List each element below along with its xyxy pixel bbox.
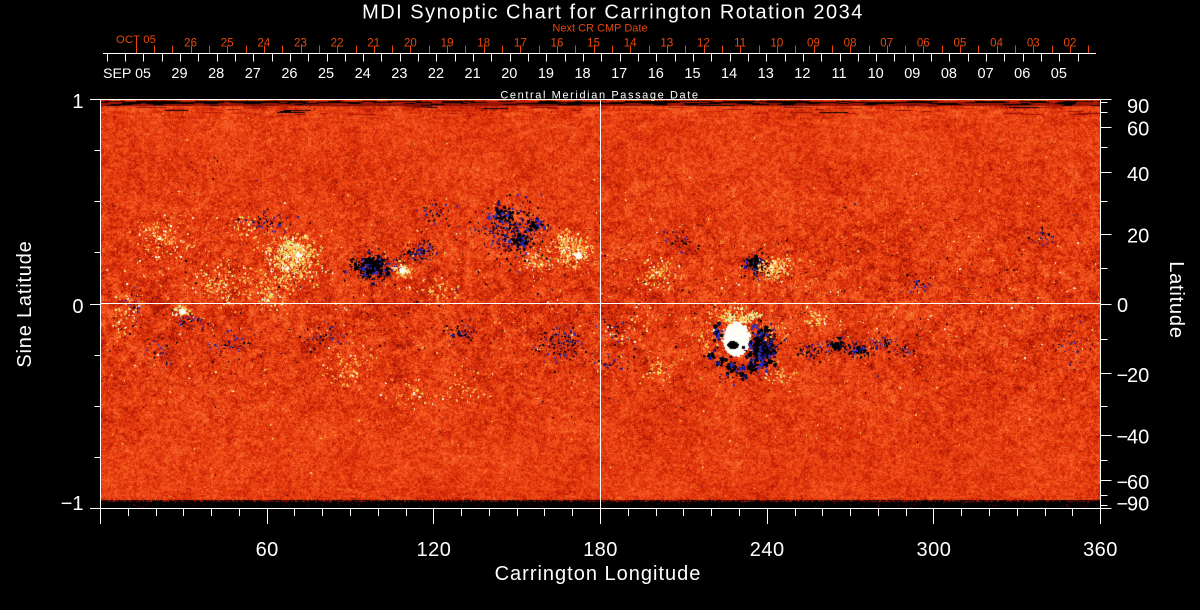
svg-text:21: 21	[367, 38, 380, 50]
svg-text:04: 04	[990, 38, 1003, 50]
svg-text:14: 14	[624, 38, 637, 50]
svg-text:07: 07	[978, 66, 994, 82]
svg-text:Next CR CMP Date: Next CR CMP Date	[552, 23, 647, 35]
svg-text:−: −	[1117, 365, 1129, 387]
svg-text:20: 20	[404, 38, 417, 50]
svg-text:40: 40	[1127, 426, 1149, 448]
svg-text:1: 1	[72, 91, 83, 113]
svg-text:12: 12	[794, 66, 810, 82]
svg-text:−: −	[1117, 426, 1129, 448]
svg-text:26: 26	[281, 66, 297, 82]
svg-text:05: 05	[1051, 66, 1067, 82]
svg-text:10: 10	[868, 66, 884, 82]
svg-text:Sine Latitude: Sine Latitude	[14, 240, 36, 367]
svg-text:18: 18	[574, 66, 590, 82]
svg-text:−1: −1	[61, 493, 84, 515]
svg-text:−: −	[1117, 494, 1129, 516]
svg-text:15: 15	[587, 38, 600, 50]
svg-text:300: 300	[916, 539, 951, 561]
svg-text:22: 22	[331, 38, 344, 50]
svg-text:180: 180	[583, 539, 618, 561]
svg-text:25: 25	[318, 66, 334, 82]
svg-text:24: 24	[355, 66, 371, 82]
svg-text:20: 20	[1127, 225, 1149, 247]
svg-text:17: 17	[611, 66, 627, 82]
svg-text:23: 23	[294, 38, 307, 50]
svg-text:06: 06	[917, 38, 930, 50]
svg-text:28: 28	[208, 66, 224, 82]
svg-text:90: 90	[1127, 96, 1149, 118]
svg-text:25: 25	[221, 38, 234, 50]
svg-text:Latitude: Latitude	[1165, 261, 1187, 339]
svg-text:07: 07	[880, 38, 893, 50]
svg-text:13: 13	[660, 38, 673, 50]
svg-text:18: 18	[477, 38, 490, 50]
svg-text:09: 09	[904, 66, 920, 82]
svg-text:360: 360	[1083, 539, 1118, 561]
svg-text:23: 23	[391, 66, 407, 82]
svg-text:240: 240	[750, 539, 785, 561]
svg-text:03: 03	[1027, 38, 1040, 50]
svg-text:13: 13	[758, 66, 774, 82]
svg-text:Carrington Longitude: Carrington Longitude	[495, 563, 702, 585]
svg-text:02: 02	[1063, 38, 1076, 50]
svg-text:60: 60	[1127, 118, 1149, 140]
svg-text:120: 120	[416, 539, 451, 561]
svg-text:08: 08	[844, 38, 857, 50]
svg-text:16: 16	[551, 38, 564, 50]
svg-text:60: 60	[1127, 472, 1149, 494]
svg-text:16: 16	[648, 66, 664, 82]
svg-text:10: 10	[770, 38, 783, 50]
svg-text:09: 09	[807, 38, 820, 50]
svg-text:21: 21	[465, 66, 481, 82]
svg-text:19: 19	[441, 38, 454, 50]
svg-text:08: 08	[941, 66, 957, 82]
svg-text:06: 06	[1014, 66, 1030, 82]
svg-text:05: 05	[954, 38, 967, 50]
svg-text:26: 26	[184, 38, 197, 50]
svg-text:20: 20	[1127, 365, 1149, 387]
svg-text:0: 0	[72, 296, 83, 318]
svg-text:17: 17	[514, 38, 527, 50]
svg-text:11: 11	[831, 66, 846, 82]
svg-text:SEP 05: SEP 05	[103, 66, 151, 82]
svg-text:Central Meridian Passage Date: Central Meridian Passage Date	[500, 89, 699, 101]
svg-text:20: 20	[501, 66, 517, 82]
svg-text:22: 22	[428, 66, 444, 82]
svg-text:14: 14	[721, 66, 737, 82]
svg-text:29: 29	[171, 66, 187, 82]
svg-text:12: 12	[697, 38, 710, 50]
svg-text:90: 90	[1127, 494, 1149, 516]
svg-text:27: 27	[245, 66, 261, 82]
svg-text:MDI Synoptic Chart for Carring: MDI Synoptic Chart for Carrington Rotati…	[362, 2, 864, 24]
svg-text:0: 0	[1117, 295, 1128, 317]
svg-text:15: 15	[684, 66, 700, 82]
svg-text:−: −	[1117, 472, 1129, 494]
svg-text:60: 60	[256, 539, 279, 561]
svg-text:40: 40	[1127, 164, 1149, 186]
svg-text:11: 11	[734, 38, 746, 50]
svg-text:19: 19	[538, 66, 554, 82]
svg-text:OCT 05: OCT 05	[116, 34, 156, 46]
svg-text:24: 24	[257, 38, 270, 50]
